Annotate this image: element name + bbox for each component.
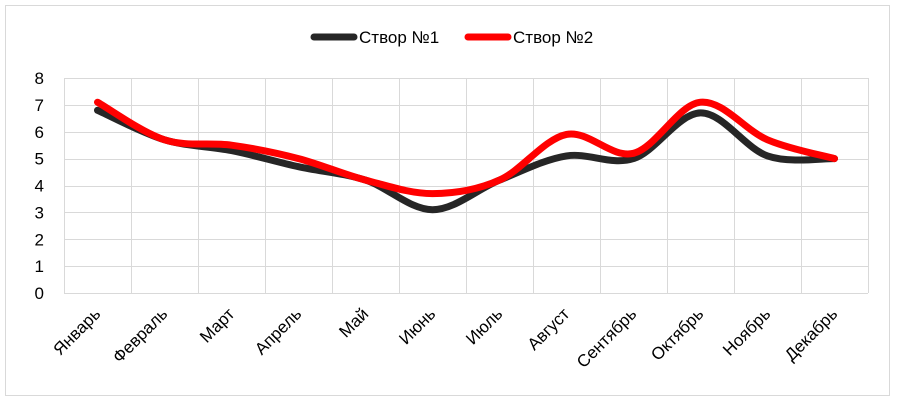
chart-border (5, 5, 890, 396)
series-line-2 (94, 98, 838, 198)
y-tick-label: 3 (35, 203, 44, 222)
y-tick-label: 0 (35, 284, 44, 303)
y-tick-label: 6 (35, 123, 44, 142)
y-tick-label: 2 (35, 230, 44, 249)
y-tick-label: 1 (35, 257, 44, 276)
y-tick-label: 8 (35, 69, 44, 88)
y-tick-label: 5 (35, 150, 44, 169)
legend-label-2: Створ №2 (513, 28, 593, 47)
grid (64, 78, 869, 294)
series-line-1 (94, 106, 838, 214)
legend-label-1: Створ №1 (359, 28, 439, 47)
legend: Створ №1 Створ №2 (310, 28, 593, 47)
y-tick-label: 4 (35, 177, 44, 196)
series-lines (94, 98, 838, 214)
y-tick-label: 7 (35, 96, 44, 115)
y-axis-ticks: 0 1 2 3 4 5 6 7 8 (35, 69, 44, 303)
